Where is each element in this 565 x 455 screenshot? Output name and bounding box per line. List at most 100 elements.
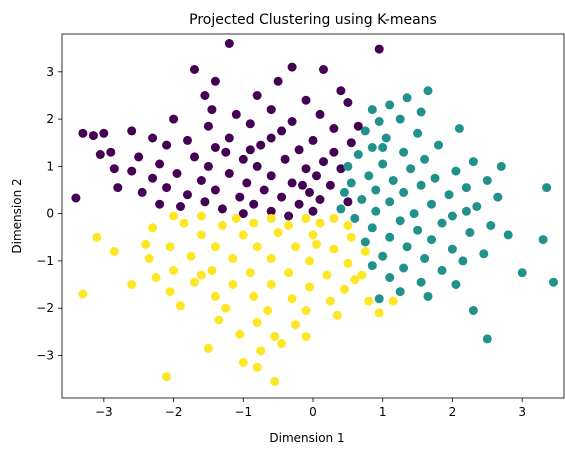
- scatter-point: [186, 251, 196, 261]
- scatter-point: [224, 169, 234, 178]
- x-tick-label: −2: [165, 405, 183, 419]
- x-tick-label: −3: [95, 405, 113, 419]
- scatter-point: [148, 223, 158, 233]
- scatter-point: [190, 65, 199, 74]
- scatter-point: [315, 218, 325, 228]
- scatter-point: [165, 287, 175, 297]
- scatter-point: [336, 164, 346, 174]
- scatter-point: [183, 190, 192, 200]
- scatter-point: [176, 301, 185, 311]
- scatter-point: [427, 199, 436, 209]
- scatter-point: [325, 180, 335, 190]
- scatter-point: [360, 237, 370, 247]
- scatter-point: [200, 91, 210, 100]
- scatter-point: [294, 145, 304, 155]
- scatter-point: [360, 126, 370, 136]
- scatter-point: [381, 133, 391, 143]
- scatter-point: [113, 183, 123, 193]
- scatter-point: [137, 187, 147, 197]
- scatter-point: [273, 76, 283, 86]
- scatter-point: [322, 270, 332, 280]
- scatter-point: [238, 230, 248, 240]
- scatter-point: [395, 287, 405, 297]
- scatter-point: [346, 138, 356, 148]
- scatter-point: [179, 218, 189, 228]
- scatter-point: [458, 256, 468, 266]
- scatter-point: [280, 154, 290, 164]
- scatter-point: [259, 185, 269, 195]
- scatter-point: [343, 221, 353, 230]
- scatter-point: [78, 128, 88, 138]
- scatter-point: [319, 157, 328, 167]
- scatter-point: [176, 202, 185, 211]
- y-tick-label: 3: [46, 65, 54, 79]
- scatter-point: [406, 164, 416, 174]
- scatter-point: [235, 192, 245, 202]
- scatter-point: [346, 178, 356, 188]
- scatter-point: [249, 199, 259, 209]
- scatter-point: [266, 171, 276, 181]
- scatter-point: [207, 105, 217, 115]
- scatter-point: [343, 161, 353, 171]
- scatter-point: [482, 176, 492, 185]
- scatter-point: [399, 263, 409, 273]
- scatter-point: [228, 280, 238, 289]
- scatter-point: [196, 211, 206, 221]
- scatter-point: [315, 195, 325, 204]
- scatter-point: [332, 310, 342, 320]
- scatter-point: [228, 254, 238, 263]
- scatter-point: [350, 213, 360, 223]
- scatter-point: [203, 343, 213, 353]
- scatter-point: [329, 147, 339, 157]
- scatter-point: [277, 192, 287, 202]
- scatter-point: [486, 221, 496, 230]
- scatter-point: [298, 180, 307, 190]
- scatter-point: [109, 247, 119, 256]
- scatter-point: [371, 185, 381, 195]
- scatter-point: [224, 133, 234, 143]
- scatter-point: [416, 277, 426, 287]
- scatter-point: [451, 166, 461, 176]
- scatter-point: [479, 249, 489, 259]
- scatter-point: [106, 147, 116, 157]
- scatter-point: [249, 291, 259, 301]
- scatter-point: [385, 232, 395, 242]
- scatter-point: [92, 232, 102, 242]
- plot-frame: [61, 33, 565, 399]
- scatter-point: [357, 270, 367, 280]
- scatter-point: [308, 135, 318, 145]
- scatter-point: [155, 199, 165, 209]
- y-tick-label: −2: [36, 301, 54, 315]
- scatter-point: [357, 195, 367, 204]
- scatter-point: [378, 251, 388, 261]
- scatter-point: [210, 242, 220, 252]
- scatter-point: [134, 152, 144, 162]
- scatter-point: [385, 197, 395, 207]
- scatter-point: [266, 206, 276, 216]
- scatter-point: [263, 306, 273, 315]
- scatter-point: [420, 154, 430, 164]
- scatter-point: [472, 202, 482, 211]
- scatter-point: [214, 315, 224, 325]
- scatter-point: [447, 244, 457, 254]
- x-ticks: −3 −2 −1 0 1 2 3: [95, 398, 526, 419]
- scatter-point: [256, 140, 266, 150]
- scatter-point: [88, 131, 98, 141]
- scatter-point: [277, 339, 287, 349]
- scatter-point: [350, 275, 360, 285]
- scatter-point: [284, 211, 294, 221]
- scatter-point: [364, 171, 374, 181]
- scatter-point: [305, 282, 314, 292]
- scatter-point: [273, 228, 283, 237]
- scatter-point: [493, 192, 503, 202]
- x-tick-label: 1: [379, 405, 387, 419]
- scatter-point: [312, 239, 321, 249]
- scatter-point: [141, 239, 151, 249]
- scatter-point: [224, 39, 234, 48]
- scatter-point: [287, 117, 297, 126]
- scatter-point: [284, 221, 294, 230]
- scatter-point: [420, 254, 430, 263]
- scatter-point: [190, 152, 199, 162]
- scatter-point: [336, 204, 346, 214]
- scatter-point: [465, 228, 475, 237]
